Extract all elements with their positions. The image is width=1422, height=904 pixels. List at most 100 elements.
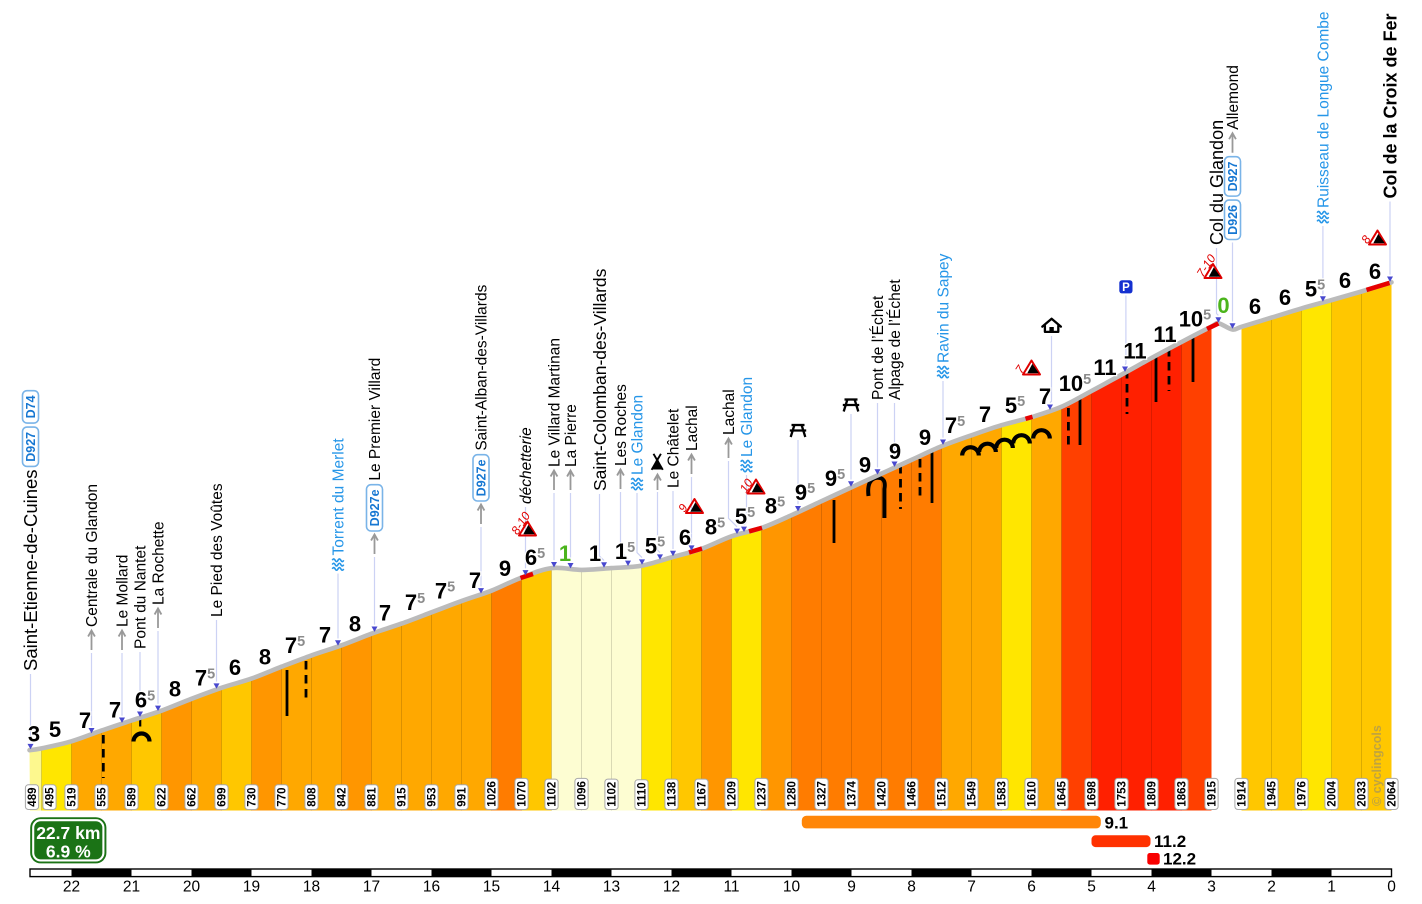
svg-text:22.7 km: 22.7 km [36,823,100,843]
svg-text:20: 20 [183,879,201,896]
svg-text:1209: 1209 [727,781,739,807]
svg-text:La Pierre: La Pierre [563,404,580,467]
svg-text:Alpage de l’Échet: Alpage de l’Échet [887,279,904,400]
svg-text:D927e: D927e [368,489,382,526]
svg-text:18: 18 [303,879,320,896]
svg-text:12: 12 [663,879,680,896]
svg-text:2: 2 [1267,879,1276,896]
svg-text:D74: D74 [24,395,38,418]
svg-text:9: 9 [847,879,856,896]
svg-text:21: 21 [123,879,140,896]
svg-text:1945: 1945 [1267,781,1279,807]
svg-text:1026: 1026 [487,781,499,807]
svg-text:1914: 1914 [1237,781,1249,807]
svg-text:9: 9 [499,556,511,581]
svg-text:1: 1 [1327,879,1336,896]
svg-text:589: 589 [127,788,139,807]
svg-text:6: 6 [1279,285,1291,310]
svg-text:D926: D926 [1226,205,1240,235]
svg-text:Torrent du Merlet: Torrent du Merlet [331,438,348,556]
svg-text:2064: 2064 [1387,781,1399,807]
svg-text:7: 7 [967,879,976,896]
svg-text:Col du Glandon: Col du Glandon [1207,120,1227,245]
svg-text:11: 11 [1123,338,1146,363]
svg-text:D927: D927 [24,432,38,462]
svg-text:5: 5 [49,717,61,742]
svg-text:17: 17 [363,879,380,896]
svg-text:730: 730 [247,788,259,807]
svg-text:0: 0 [1387,879,1396,896]
svg-text:14: 14 [543,879,561,896]
svg-text:489: 489 [27,788,39,807]
svg-text:12.2: 12.2 [1163,850,1196,869]
svg-text:Le Premier Villard: Le Premier Villard [367,358,384,481]
svg-text:Le Mollard: Le Mollard [115,555,132,627]
svg-text:1: 1 [589,541,601,566]
svg-text:Col de la Croix de Fer: Col de la Croix de Fer [1381,13,1401,198]
svg-text:953: 953 [427,788,439,807]
svg-text:1102: 1102 [607,782,619,807]
svg-text:Le Châtelet: Le Châtelet [666,408,683,488]
svg-text:1809: 1809 [1147,781,1159,807]
svg-text:7: 7 [109,698,121,723]
svg-text:808: 808 [307,787,319,807]
svg-text:1374: 1374 [847,781,859,807]
svg-text:9: 9 [859,452,871,477]
svg-text:8: 8 [169,677,181,702]
svg-text:55: 55 [735,504,755,529]
svg-text:7: 7 [319,622,331,647]
svg-text:3: 3 [1207,879,1216,896]
svg-text:9: 9 [919,425,931,450]
svg-text:D927: D927 [1226,161,1240,191]
svg-text:1512: 1512 [937,781,949,807]
svg-text:6: 6 [1027,879,1036,896]
svg-text:1583: 1583 [997,781,1009,807]
svg-text:Pont du Nantet: Pont du Nantet [133,545,150,649]
svg-text:622: 622 [157,788,169,807]
svg-text:Saint-Etienne-de-Cuines: Saint-Etienne-de-Cuines [20,469,41,671]
svg-text:9.1: 9.1 [1105,813,1129,832]
svg-text:Lachal: Lachal [684,405,701,451]
svg-text:Centrale du Glandon: Centrale du Glandon [84,484,101,627]
svg-text:5: 5 [1087,879,1096,896]
svg-text:15: 15 [483,879,500,896]
svg-text:P: P [1122,282,1130,294]
svg-text:1863: 1863 [1177,781,1189,807]
svg-text:Le Glandon: Le Glandon [630,395,647,475]
svg-text:7: 7 [469,568,481,593]
svg-text:1698: 1698 [1087,781,1099,807]
svg-text:6: 6 [679,525,691,550]
svg-text:6: 6 [1369,259,1381,284]
svg-text:2033: 2033 [1357,781,1369,807]
svg-text:Ruisseau de Longue Combe: Ruisseau de Longue Combe [1316,12,1333,208]
svg-text:9: 9 [889,439,901,464]
svg-text:2004: 2004 [1327,781,1339,807]
svg-text:Le Pied des Voûtes: Le Pied des Voûtes [209,483,226,617]
svg-text:8: 8 [349,612,361,637]
svg-text:1110: 1110 [637,782,649,806]
svg-text:1096: 1096 [577,781,589,807]
svg-text:6: 6 [1249,294,1261,319]
svg-text:1280: 1280 [787,781,799,807]
svg-text:8: 8 [259,645,271,670]
svg-text:10: 10 [783,879,801,896]
svg-text:Le Glandon: Le Glandon [739,377,756,457]
svg-text:1237: 1237 [757,781,769,807]
svg-text:1976: 1976 [1297,781,1309,807]
svg-text:7: 7 [1039,384,1051,409]
svg-text:Saint-Colomban-des-Villards: Saint-Colomban-des-Villards [590,268,610,491]
svg-text:11.2: 11.2 [1154,832,1186,851]
svg-text:22: 22 [63,879,80,896]
svg-text:11: 11 [1093,355,1116,380]
svg-text:© cyclingcols: © cyclingcols [1370,725,1384,806]
svg-text:1167: 1167 [697,782,709,807]
svg-text:1138: 1138 [667,781,679,807]
svg-text:881: 881 [367,787,379,807]
svg-text:1915: 1915 [1207,781,1219,807]
svg-text:1610: 1610 [1027,781,1039,807]
svg-text:1753: 1753 [1117,781,1129,807]
svg-text:1070: 1070 [517,781,529,807]
svg-text:11: 11 [1153,322,1176,347]
svg-text:1549: 1549 [967,781,979,807]
svg-text:662: 662 [187,788,199,807]
